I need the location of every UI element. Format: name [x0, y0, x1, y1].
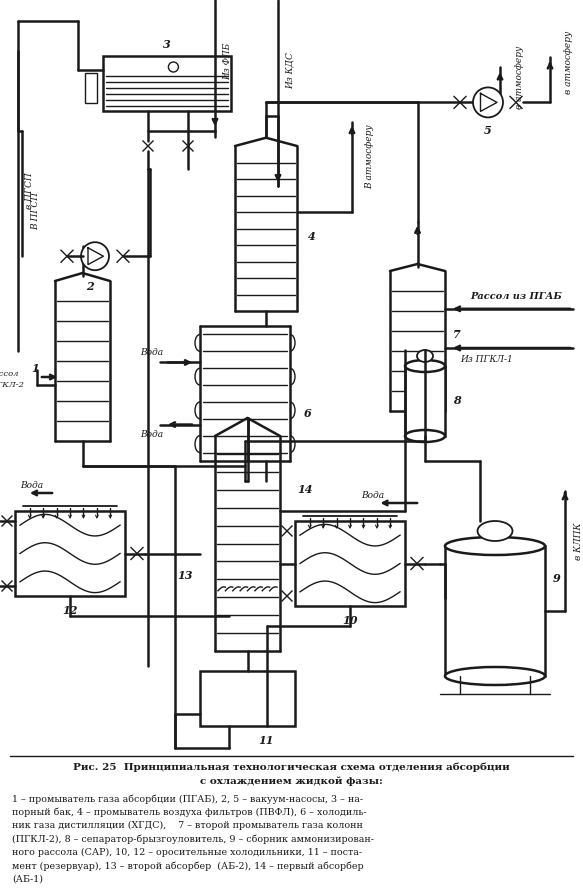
Text: (АБ-1): (АБ-1) [12, 875, 43, 884]
Text: (ПГКЛ-2), 8 – сепаратор-брызгоуловитель, 9 – сборник аммонизирован-: (ПГКЛ-2), 8 – сепаратор-брызгоуловитель,… [12, 835, 374, 844]
Text: 8: 8 [453, 396, 461, 406]
Text: порный бак, 4 – промыватель воздуха фильтров (ПВФЛ), 6 – холодиль-: порный бак, 4 – промыватель воздуха филь… [12, 807, 367, 817]
Text: 1: 1 [31, 364, 39, 374]
Text: 12: 12 [62, 606, 78, 617]
Text: в атмосферу: в атмосферу [564, 31, 573, 94]
Text: ник газа дистилляции (ХГДС),    7 – второй промыватель газа колонн: ник газа дистилляции (ХГДС), 7 – второй … [12, 821, 363, 830]
Text: 4: 4 [308, 232, 316, 242]
Text: ного рассола (САР), 10, 12 – оросительные холодильники, 11 – поста-: ного рассола (САР), 10, 12 – оросительны… [12, 848, 362, 857]
Text: 13: 13 [177, 570, 193, 581]
Text: Вода: Вода [20, 481, 43, 491]
Circle shape [168, 62, 178, 72]
Text: 2: 2 [86, 281, 94, 291]
Text: 1 – промыватель газа абсорбции (ПГАБ), 2, 5 – вакуум-насосы, 3 – на-: 1 – промыватель газа абсорбции (ПГАБ), 2… [12, 794, 363, 804]
Text: 10: 10 [342, 616, 358, 626]
Bar [295, 521, 405, 606]
Bar [405, 366, 445, 436]
Text: в ПГКЛ-2: в ПГКЛ-2 [0, 381, 24, 389]
Text: в ПГСП: в ПГСП [26, 173, 34, 209]
Text: Из КДС: Из КДС [286, 53, 295, 89]
Text: Из ФЛБ: Из ФЛБ [223, 43, 232, 79]
Text: Вода: Вода [141, 348, 164, 357]
Text: в атмосферу: в атмосферу [515, 45, 524, 109]
Text: Вода: Вода [141, 430, 164, 439]
Ellipse shape [405, 430, 445, 442]
Text: 14: 14 [297, 484, 312, 495]
Ellipse shape [445, 537, 545, 555]
Ellipse shape [417, 350, 433, 362]
Text: Рассол: Рассол [0, 370, 18, 378]
Text: Из ПГКЛ-1: Из ПГКЛ-1 [460, 356, 513, 364]
Text: В атмосферу: В атмосферу [365, 125, 374, 189]
Ellipse shape [477, 521, 512, 541]
Ellipse shape [405, 360, 445, 372]
Text: мент (резервуар), 13 – второй абсорбер  (АБ-2), 14 – первый абсорбер: мент (резервуар), 13 – второй абсорбер (… [12, 862, 364, 871]
Text: Вода: Вода [361, 492, 384, 501]
Circle shape [81, 242, 109, 270]
Text: с охлаждением жидкой фазы:: с охлаждением жидкой фазы: [199, 776, 382, 786]
Text: 11: 11 [259, 735, 274, 747]
Circle shape [473, 87, 503, 118]
Text: в КЛПК: в КЛПК [574, 522, 583, 560]
Ellipse shape [445, 667, 545, 685]
Text: 9: 9 [553, 573, 561, 584]
Text: Рассол из ПГАБ: Рассол из ПГАБ [470, 292, 562, 301]
Text: 6: 6 [304, 408, 312, 420]
Text: 7: 7 [453, 329, 461, 339]
Text: В ПГСП: В ПГСП [31, 192, 40, 230]
Text: 3: 3 [163, 38, 171, 50]
Bar [85, 73, 97, 103]
Bar [15, 511, 125, 596]
Bar [200, 671, 295, 726]
Bar [103, 56, 231, 111]
Text: 5: 5 [484, 125, 492, 136]
Text: Рис. 25  Принципиальная технологическая схема отделения абсорбции: Рис. 25 Принципиальная технологическая с… [73, 762, 510, 772]
Bar [445, 546, 545, 676]
